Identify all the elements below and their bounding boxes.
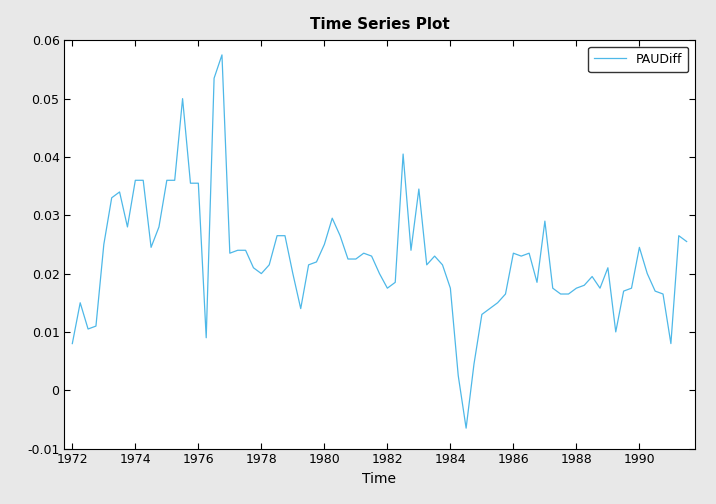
- PAUDiff: [218, 52, 226, 58]
- Line: PAUDiff: PAUDiff: [72, 55, 687, 428]
- PAUDiff: [682, 238, 691, 244]
- PAUDiff: [462, 425, 470, 431]
- PAUDiff: [320, 241, 329, 247]
- Legend: PAUDiff: PAUDiff: [588, 46, 688, 72]
- PAUDiff: [226, 250, 234, 256]
- PAUDiff: [533, 279, 541, 285]
- Title: Time Series Plot: Time Series Plot: [309, 17, 450, 32]
- PAUDiff: [241, 247, 250, 254]
- PAUDiff: [68, 341, 77, 347]
- PAUDiff: [430, 253, 439, 259]
- PAUDiff: [328, 215, 337, 221]
- X-axis label: Time: Time: [362, 472, 397, 486]
